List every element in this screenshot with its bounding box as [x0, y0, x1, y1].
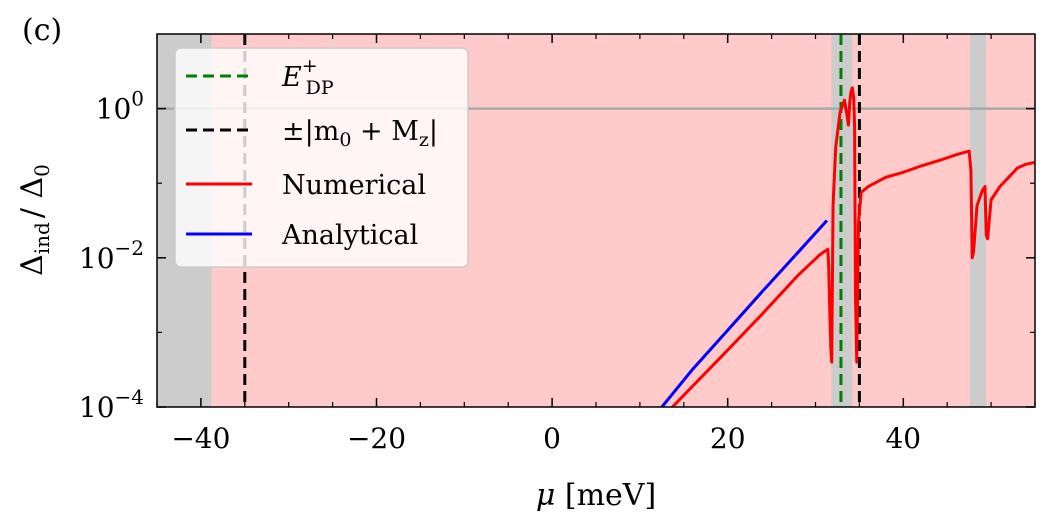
legend-label-mass: ±|m0 + Mz| — [282, 116, 438, 151]
x-tick-label: 40 — [885, 422, 921, 455]
legend-label-dp: E+ DP — [281, 55, 334, 99]
y-tick-label: 100 — [96, 87, 144, 126]
series-line-numerical — [671, 86, 1035, 407]
gray-band — [831, 34, 853, 407]
panel-label: (c) — [22, 13, 62, 48]
x-tick-label: 0 — [543, 422, 561, 455]
y-axis-label: Δind/ Δ0 — [15, 164, 54, 276]
x-tick-label: −20 — [347, 422, 406, 455]
x-axis-label: μ [meV] — [536, 478, 656, 513]
y-tick-label: 10−4 — [79, 385, 144, 424]
legend-label-analytical: Analytical — [281, 220, 418, 251]
x-tick-label: −40 — [171, 422, 230, 455]
gray-band — [970, 34, 986, 407]
x-tick-label: 20 — [710, 422, 746, 455]
y-tick-label: 10−2 — [79, 236, 144, 275]
legend-label-numerical: Numerical — [282, 170, 426, 201]
legend: E+ DP ±|m0 + Mz| Numerical Analytical — [174, 47, 469, 268]
series-line-analytical — [660, 219, 829, 407]
